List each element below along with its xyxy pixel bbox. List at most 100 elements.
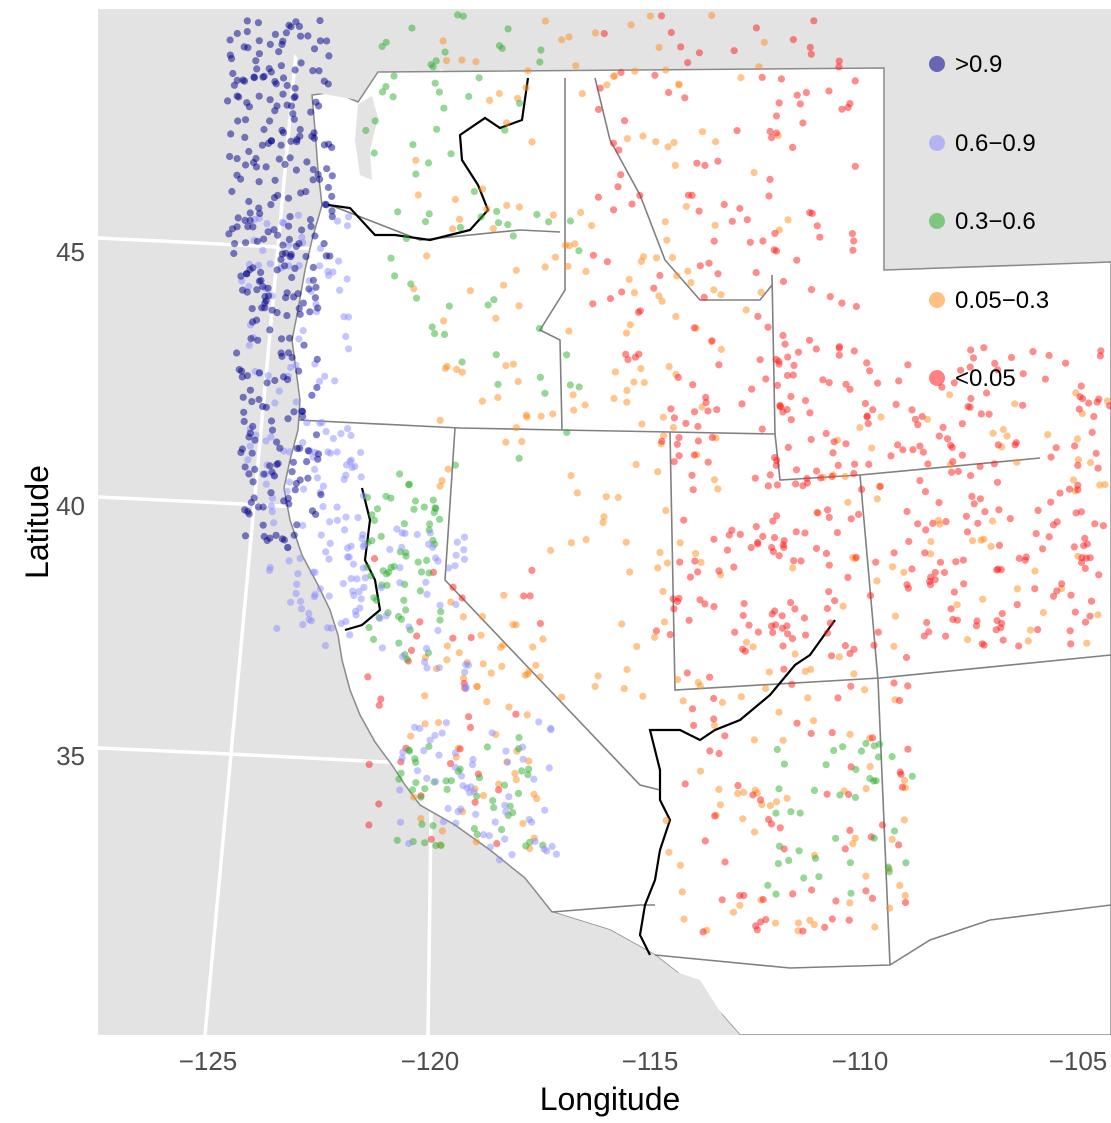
station-point bbox=[902, 859, 910, 867]
station-point bbox=[257, 268, 265, 276]
station-point bbox=[565, 33, 573, 41]
station-point bbox=[494, 393, 502, 402]
station-point bbox=[1062, 359, 1070, 367]
station-point bbox=[787, 392, 795, 401]
station-point bbox=[255, 277, 263, 285]
station-point bbox=[822, 549, 831, 558]
station-point bbox=[779, 277, 788, 286]
station-point bbox=[614, 493, 622, 502]
legend-label: >0.9 bbox=[955, 51, 1002, 78]
station-point bbox=[888, 753, 896, 761]
station-point bbox=[926, 581, 935, 589]
station-point bbox=[347, 456, 355, 464]
station-point bbox=[669, 423, 678, 432]
station-point bbox=[321, 372, 329, 380]
station-point bbox=[319, 482, 327, 490]
station-point bbox=[960, 580, 968, 588]
station-point bbox=[531, 837, 539, 846]
station-point bbox=[280, 536, 288, 544]
station-point bbox=[1019, 370, 1027, 378]
station-point bbox=[1074, 481, 1082, 489]
station-point bbox=[316, 262, 324, 270]
legend-item: 0.6−0.9 bbox=[929, 130, 1036, 157]
station-point bbox=[749, 643, 757, 651]
station-point bbox=[337, 619, 345, 628]
station-point bbox=[866, 763, 874, 771]
station-point bbox=[359, 564, 367, 572]
station-point bbox=[953, 601, 961, 609]
station-point bbox=[861, 686, 869, 694]
station-point bbox=[825, 561, 833, 569]
station-point bbox=[523, 711, 531, 719]
station-point bbox=[795, 847, 803, 855]
station-point bbox=[983, 389, 991, 397]
station-point bbox=[436, 515, 444, 523]
station-point bbox=[502, 438, 510, 446]
station-point bbox=[291, 66, 299, 74]
station-point bbox=[458, 56, 466, 64]
station-point bbox=[1065, 485, 1074, 493]
station-point bbox=[1090, 412, 1098, 421]
station-point bbox=[265, 566, 274, 575]
station-point bbox=[826, 293, 834, 301]
station-point bbox=[230, 249, 238, 258]
station-point bbox=[769, 548, 778, 556]
station-point bbox=[900, 776, 909, 785]
station-point bbox=[234, 214, 242, 222]
station-point bbox=[283, 81, 291, 90]
station-point bbox=[421, 785, 429, 793]
station-point bbox=[793, 256, 801, 264]
station-point bbox=[260, 125, 268, 134]
station-point bbox=[1106, 402, 1111, 410]
station-point bbox=[673, 272, 681, 280]
station-point bbox=[395, 775, 403, 783]
station-point bbox=[768, 134, 776, 142]
station-point bbox=[823, 790, 831, 798]
station-point bbox=[803, 474, 811, 483]
station-point bbox=[799, 927, 807, 935]
station-point bbox=[275, 48, 283, 56]
station-point bbox=[694, 422, 702, 431]
station-point bbox=[433, 125, 441, 133]
station-point bbox=[382, 612, 390, 620]
station-point bbox=[491, 818, 499, 826]
station-point bbox=[291, 486, 299, 494]
station-point bbox=[241, 116, 250, 124]
station-point bbox=[452, 600, 460, 609]
station-point bbox=[490, 804, 498, 812]
station-point bbox=[292, 361, 300, 369]
station-point bbox=[896, 881, 904, 890]
station-point bbox=[255, 178, 263, 186]
station-point bbox=[293, 521, 301, 529]
station-point bbox=[747, 543, 755, 552]
station-point bbox=[903, 507, 911, 516]
station-point bbox=[577, 208, 585, 217]
station-point bbox=[320, 240, 328, 248]
station-point bbox=[296, 125, 304, 134]
station-point bbox=[248, 398, 256, 406]
station-point bbox=[1022, 553, 1030, 561]
station-point bbox=[428, 323, 436, 331]
station-point bbox=[681, 780, 689, 788]
station-point bbox=[686, 573, 695, 581]
station-point bbox=[889, 563, 897, 571]
station-point bbox=[305, 616, 313, 624]
station-point bbox=[737, 693, 745, 701]
station-point bbox=[370, 516, 379, 525]
station-point bbox=[677, 43, 685, 51]
station-point bbox=[772, 809, 780, 817]
station-point bbox=[713, 406, 721, 414]
station-point bbox=[254, 261, 263, 269]
station-point bbox=[981, 508, 989, 516]
station-point bbox=[617, 171, 625, 179]
station-point bbox=[248, 449, 256, 457]
station-point bbox=[296, 554, 304, 563]
station-point bbox=[1088, 428, 1096, 436]
station-point bbox=[503, 758, 512, 766]
station-point bbox=[299, 299, 307, 307]
station-point bbox=[285, 448, 294, 456]
station-point bbox=[1047, 453, 1055, 461]
station-point bbox=[760, 38, 768, 46]
station-point bbox=[432, 504, 440, 513]
station-point bbox=[831, 597, 839, 605]
